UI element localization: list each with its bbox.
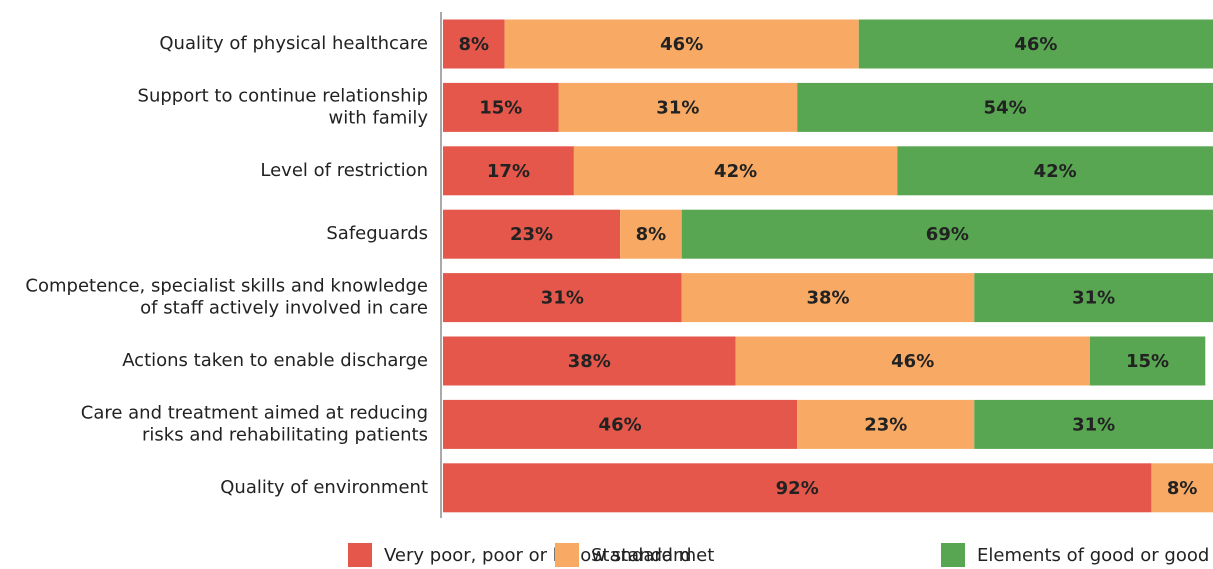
legend-label: Elements of good or good	[977, 545, 1209, 566]
bar-segment	[443, 336, 736, 386]
category-label: Actions taken to enable discharge	[122, 350, 428, 371]
value-label: 8%	[636, 224, 667, 245]
value-label: 42%	[1034, 161, 1077, 182]
value-label: 17%	[487, 161, 530, 182]
value-label: 54%	[984, 97, 1027, 118]
value-label: 23%	[510, 224, 553, 245]
bar-segment	[443, 146, 574, 196]
value-label: 42%	[714, 161, 757, 182]
category-label: Quality of environment	[220, 477, 428, 498]
bar-segment	[897, 146, 1213, 196]
category-label: Level of restriction	[260, 160, 428, 181]
legend-label: Very poor, poor or below standard	[384, 545, 692, 566]
bar-segment	[681, 209, 1213, 259]
bar-segment	[443, 399, 798, 449]
bar-segment	[558, 82, 798, 132]
value-label: 46%	[1014, 34, 1057, 55]
bar-segment	[1089, 336, 1206, 386]
value-label: 15%	[1126, 351, 1169, 372]
value-label: 46%	[660, 34, 703, 55]
bar-segment	[573, 146, 898, 196]
value-label: 46%	[891, 351, 934, 372]
bar-segment	[974, 273, 1213, 323]
bar-segment	[681, 273, 975, 323]
bar-segment	[858, 19, 1213, 69]
legend-swatch	[348, 543, 372, 567]
value-label: 92%	[776, 478, 819, 499]
bar-segment	[974, 399, 1213, 449]
value-label: 46%	[599, 414, 642, 435]
value-label: 8%	[459, 34, 490, 55]
bar-segment	[1151, 463, 1213, 513]
value-label: 23%	[864, 414, 907, 435]
value-label: 8%	[1167, 478, 1198, 499]
value-label: 38%	[568, 351, 611, 372]
legend-swatch	[941, 543, 965, 567]
category-label: Support to continue relationship with fam…	[138, 85, 429, 128]
legend-swatch	[555, 543, 579, 567]
bar-segment	[443, 273, 682, 323]
category-label: Competence, specialist skills and knowle…	[25, 276, 428, 319]
value-label: 31%	[1072, 288, 1115, 309]
category-label: Safeguards	[326, 223, 428, 244]
bar-segment	[504, 19, 859, 69]
bar-segment	[443, 209, 621, 259]
value-label: 31%	[541, 288, 584, 309]
bar-segment	[443, 19, 505, 69]
legend-label: Standard met	[591, 545, 714, 566]
category-label: Care and treatment aimed at reducing risk…	[81, 402, 428, 445]
bar-segment	[443, 82, 559, 132]
value-label: 15%	[479, 97, 522, 118]
value-label: 31%	[656, 97, 699, 118]
bar-segment	[797, 82, 1213, 132]
value-label: 31%	[1072, 414, 1115, 435]
bar-segment	[620, 209, 682, 259]
category-label: Quality of physical healthcare	[159, 33, 428, 54]
bar-segment	[443, 463, 1152, 513]
bar-segment	[735, 336, 1090, 386]
bar-segment	[797, 399, 975, 449]
value-label: 69%	[926, 224, 969, 245]
value-label: 38%	[806, 288, 849, 309]
